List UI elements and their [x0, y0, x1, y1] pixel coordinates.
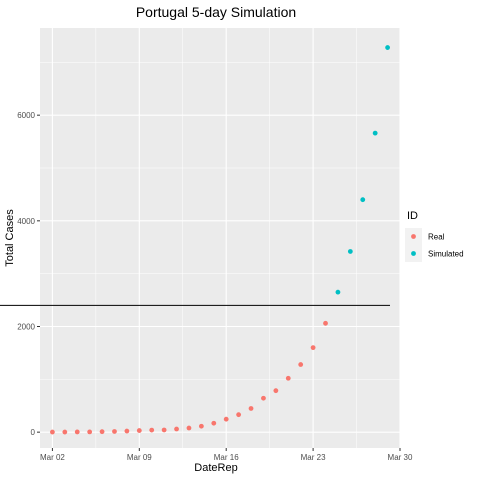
point-real — [186, 425, 192, 431]
point-real — [174, 426, 179, 432]
point-real — [285, 375, 291, 381]
x-tick-label: Mar 23 — [301, 453, 326, 462]
x-axis-label: DateRep — [194, 462, 237, 474]
point-real — [248, 406, 254, 411]
grid-minor — [40, 28, 400, 448]
chart-title: Portugal 5-day Simulation — [136, 4, 296, 20]
point-real — [149, 427, 155, 433]
legend-label: Simulated — [428, 250, 464, 259]
point-real — [136, 428, 142, 433]
point-real — [161, 427, 167, 433]
point-real — [261, 395, 266, 401]
point-simulated — [372, 130, 378, 136]
x-tick-label: Mar 16 — [214, 453, 239, 462]
y-tick-label: 6000 — [17, 111, 35, 120]
x-tick-label: Mar 09 — [127, 453, 152, 462]
plot-panel — [40, 28, 400, 448]
point-simulated — [335, 289, 341, 295]
y-tick-label: 0 — [31, 428, 36, 437]
point-simulated — [360, 197, 366, 203]
point-real — [87, 429, 93, 435]
legend-marker — [411, 251, 416, 256]
legend: ID Real Simulated — [405, 210, 464, 262]
x-axis: Mar 02 Mar 09 Mar 16 Mar 23 Mar 30 — [40, 448, 413, 462]
point-real — [74, 429, 80, 435]
point-real — [223, 416, 229, 422]
y-tick-label: 4000 — [17, 217, 35, 226]
point-real — [124, 428, 130, 434]
legend-marker — [411, 234, 416, 239]
point-real — [273, 388, 279, 394]
x-tick-label: Mar 30 — [388, 453, 413, 462]
point-real — [211, 420, 217, 426]
y-axis-label: Total Cases — [4, 209, 16, 267]
y-axis: 0 2000 4000 6000 — [17, 111, 40, 437]
legend-label: Real — [428, 233, 445, 242]
point-real — [323, 320, 328, 326]
point-real — [112, 429, 117, 434]
point-real — [99, 429, 105, 435]
grid-major — [40, 28, 401, 448]
point-simulated — [385, 45, 390, 50]
point-real — [298, 362, 304, 367]
x-tick-label: Mar 02 — [40, 453, 65, 462]
point-real — [236, 412, 242, 418]
legend-title: ID — [407, 210, 418, 222]
point-simulated — [347, 249, 353, 254]
point-real — [198, 423, 204, 429]
data-points — [50, 45, 390, 435]
point-real — [310, 345, 316, 351]
y-tick-label: 2000 — [17, 322, 35, 331]
point-real — [62, 429, 68, 435]
point-real — [50, 429, 55, 435]
